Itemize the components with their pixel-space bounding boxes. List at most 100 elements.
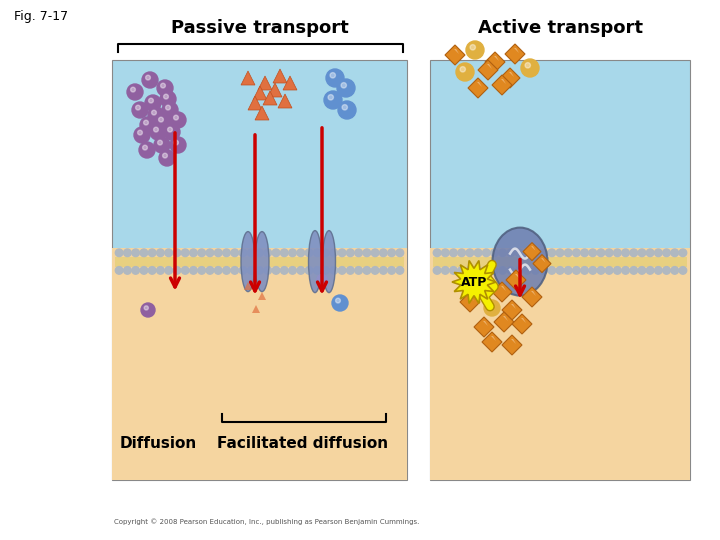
Circle shape [143,145,148,150]
Circle shape [141,303,155,317]
Circle shape [589,267,597,274]
Circle shape [115,267,123,274]
Polygon shape [454,49,459,54]
Circle shape [174,115,179,120]
Circle shape [326,69,344,87]
Circle shape [450,249,457,256]
Polygon shape [503,316,508,321]
Circle shape [231,267,238,274]
Circle shape [647,249,654,256]
Bar [112,248,407,480]
Polygon shape [258,76,272,90]
Polygon shape [502,300,522,320]
Circle shape [613,267,621,274]
Circle shape [181,267,189,274]
Circle shape [148,107,164,123]
Circle shape [159,150,175,166]
Circle shape [388,267,395,274]
Circle shape [622,249,629,256]
Circle shape [256,249,264,256]
Circle shape [338,101,356,119]
Circle shape [158,140,163,145]
Circle shape [346,249,354,256]
Polygon shape [252,305,260,313]
Circle shape [215,267,222,274]
Circle shape [289,249,297,256]
Circle shape [332,295,348,311]
Circle shape [396,267,404,274]
Circle shape [124,267,131,274]
Circle shape [597,249,605,256]
Circle shape [139,142,155,158]
Circle shape [158,117,163,122]
Circle shape [355,249,362,256]
Circle shape [138,130,143,135]
Circle shape [170,112,186,128]
Circle shape [482,267,490,274]
Circle shape [581,249,588,256]
Circle shape [342,105,348,110]
Polygon shape [445,45,465,65]
Circle shape [215,249,222,256]
Circle shape [458,249,465,256]
Circle shape [372,267,379,274]
Circle shape [168,127,172,132]
Circle shape [162,102,178,118]
Text: Copyright © 2008 Pearson Education, Inc., publishing as Pearson Benjamin Cumming: Copyright © 2008 Pearson Education, Inc.… [114,518,419,525]
Polygon shape [273,69,287,83]
Polygon shape [253,86,267,100]
Circle shape [145,75,150,80]
Circle shape [198,249,205,256]
Polygon shape [481,276,486,281]
Circle shape [540,249,547,256]
Polygon shape [244,282,252,290]
Circle shape [165,267,173,274]
Circle shape [206,249,214,256]
Circle shape [466,249,474,256]
Circle shape [525,63,531,68]
Circle shape [336,298,341,303]
Bar [112,60,407,480]
Circle shape [548,267,556,274]
Circle shape [305,267,313,274]
Circle shape [140,117,156,133]
Circle shape [507,249,515,256]
Circle shape [144,306,148,310]
Circle shape [173,249,181,256]
Polygon shape [522,287,542,307]
Circle shape [647,267,654,274]
Bar [115,256,404,267]
Circle shape [330,72,336,78]
Polygon shape [483,321,488,326]
Polygon shape [494,56,499,61]
Circle shape [589,249,597,256]
Polygon shape [533,254,551,273]
Circle shape [189,267,197,274]
Circle shape [198,267,205,274]
Circle shape [379,267,387,274]
Circle shape [206,267,214,274]
Circle shape [433,267,441,274]
Polygon shape [500,68,520,88]
Circle shape [474,249,482,256]
Polygon shape [512,314,532,334]
Polygon shape [509,72,514,77]
Circle shape [127,84,143,100]
Circle shape [313,267,321,274]
Circle shape [148,249,156,256]
Circle shape [330,249,338,256]
Circle shape [521,59,539,77]
Circle shape [441,267,449,274]
Circle shape [490,249,498,256]
Polygon shape [511,339,516,344]
Circle shape [671,249,678,256]
Circle shape [572,249,580,256]
Polygon shape [487,64,492,69]
Circle shape [142,72,158,88]
Circle shape [441,249,449,256]
Circle shape [248,249,255,256]
Circle shape [256,267,264,274]
Text: Fig. 7-17: Fig. 7-17 [14,10,68,23]
Circle shape [153,127,158,132]
Polygon shape [472,272,492,292]
